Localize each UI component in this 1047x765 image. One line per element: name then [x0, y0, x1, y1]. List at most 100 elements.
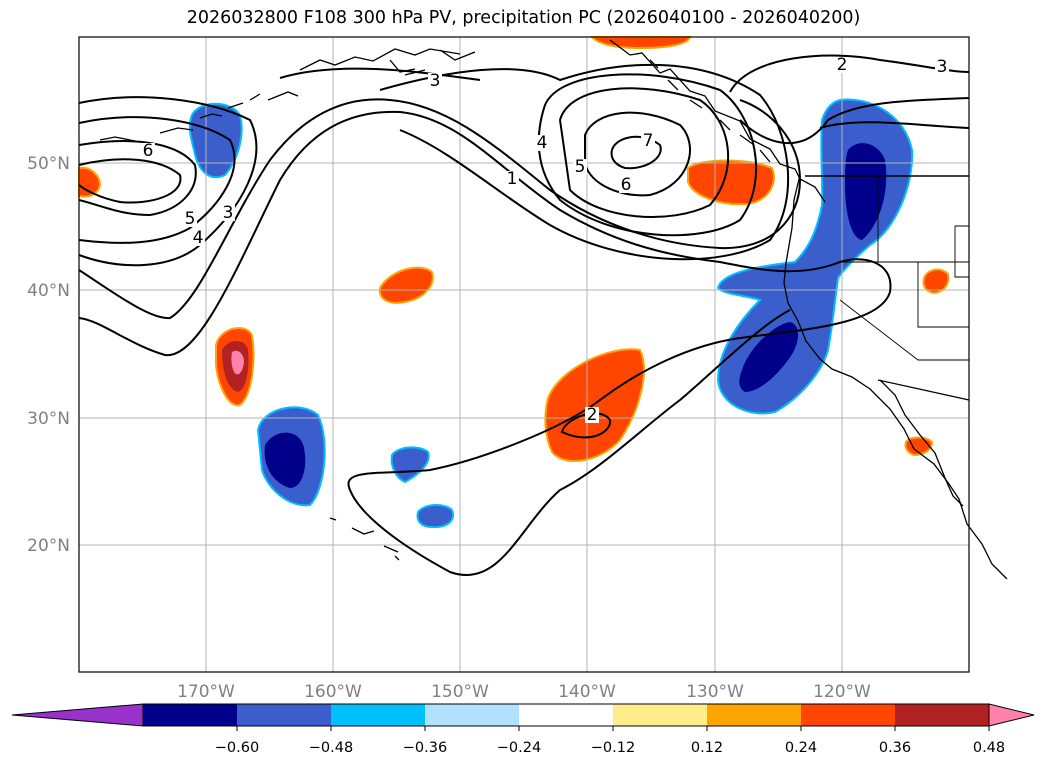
pv-label-5-central: 5	[575, 157, 586, 177]
lon-tick-label: 150°W	[431, 682, 489, 702]
colorbar-segment	[613, 704, 708, 726]
pv-label-7-center: 7	[643, 131, 654, 151]
colorbar-segment	[331, 704, 426, 726]
pv-label-3-west: 3	[223, 203, 234, 223]
colorbar-segment	[425, 704, 520, 726]
pv-contour-central-6	[584, 111, 691, 197]
colorbar-outline	[142, 703, 990, 727]
pv-contour-2-southeast	[739, 97, 970, 145]
colorbar-segment	[707, 704, 802, 726]
pv-label-bg	[183, 211, 197, 227]
pv-label-2-northeast: 2	[837, 55, 848, 75]
pv-label-4-central: 4	[537, 133, 548, 153]
precip-neg-blob-small-north	[390, 446, 430, 484]
precip-pos-blob-midpacific	[378, 266, 434, 304]
colorbar-tick-label: 0.24	[785, 740, 817, 756]
pv-contour-upper-3	[78, 140, 197, 217]
pv-label-bg	[641, 133, 655, 149]
latitude-tick-labels: 50°N 40°N 30°N 20°N	[27, 154, 70, 556]
pv-contour-3-north	[279, 67, 481, 81]
pv-label-5-west: 5	[185, 209, 196, 229]
lon-tick-label: 160°W	[304, 682, 362, 702]
pv-contour-central-3	[379, 63, 790, 261]
precip-pos-blob-140w	[544, 348, 645, 463]
pv-contours	[78, 54, 970, 576]
pv-label-bg	[505, 171, 519, 187]
colorbar-segment	[143, 704, 238, 726]
colorbar-segment	[237, 704, 332, 726]
colorbar-tick-label: −0.36	[403, 740, 447, 756]
map-gridlines	[79, 37, 969, 672]
coastline-hawaii	[329, 517, 400, 561]
coastline-alaska-south	[299, 48, 476, 76]
coastline-bc	[609, 39, 826, 203]
colorbar-extend-min	[11, 703, 144, 727]
pv-contour-1-main	[78, 110, 892, 576]
colorbar-tick-label: 0.48	[973, 740, 1005, 756]
precip-pos-max-167w	[231, 350, 244, 375]
precip-neg-core-south	[739, 322, 799, 392]
pv-contour-upper-2	[78, 116, 236, 244]
precip-neg-core-north	[845, 143, 887, 240]
border-states	[839, 176, 970, 361]
lat-tick-label: 20°N	[27, 536, 70, 556]
coastline-aleutians	[99, 91, 299, 142]
pv-contour-upper-4	[78, 158, 182, 204]
precip-neg-core-163w	[264, 432, 306, 488]
precip-pos-blob-east-small	[922, 268, 950, 295]
map-frame	[78, 36, 970, 673]
pv-label-bg	[191, 230, 205, 246]
longitude-tick-labels: 170°W 160°W 150°W 140°W 130°W 120°W	[177, 682, 871, 702]
lat-tick-label: 50°N	[27, 154, 70, 174]
pv-contour-central-4	[537, 73, 758, 237]
colorbar-tick-label: −0.12	[591, 740, 635, 756]
colorbar-extend-max	[988, 703, 1035, 727]
colorbar-segment	[801, 704, 896, 726]
colorbar-tick-label: 0.12	[691, 740, 723, 756]
coastline-us-west	[783, 174, 1008, 580]
map-title: 2026032800 F108 300 hPa PV, precipitatio…	[186, 8, 861, 28]
colorbar-tick-label: −0.24	[497, 740, 541, 756]
colorbar-tick-label: −0.60	[215, 740, 259, 756]
pv-label-bg	[835, 57, 849, 73]
pv-label-bg	[221, 205, 235, 221]
pv-contour-2-south	[560, 412, 612, 439]
pv-label-3-northeast: 3	[937, 57, 948, 77]
lon-tick-label: 170°W	[177, 682, 235, 702]
pv-contour-central-7	[610, 135, 662, 170]
coastline-baja	[879, 379, 964, 507]
precip-neg-blob-aleutian	[188, 102, 243, 179]
pv-label-6-west: 6	[143, 141, 154, 161]
colorbar-segment	[519, 704, 614, 726]
pv-label-bg	[573, 159, 587, 175]
pv-contour-central-2	[78, 98, 802, 320]
pv-label-6-central: 6	[621, 175, 632, 195]
colorbar-tick-label: 0.36	[879, 740, 911, 756]
colorbar-segment	[895, 704, 990, 726]
lat-tick-label: 40°N	[27, 281, 70, 301]
lon-tick-label: 120°W	[813, 682, 871, 702]
lat-tick-label: 30°N	[27, 409, 70, 429]
pv-label-1-central: 1	[507, 169, 518, 189]
pv-label-3-north: 3	[430, 71, 441, 91]
colorbar-tick-label: −0.48	[309, 740, 353, 756]
pv-label-bg	[619, 177, 633, 193]
pv-label-bg	[535, 135, 549, 151]
pv-label-bg	[428, 73, 442, 89]
border-us-mexico	[877, 379, 970, 401]
lon-tick-label: 130°W	[686, 682, 744, 702]
pv-label-bg	[935, 59, 949, 75]
pv-label-bg	[585, 407, 599, 423]
pv-contour-3-east	[819, 121, 970, 129]
precip-neg-blob-small-south	[416, 504, 454, 529]
lon-tick-label: 140°W	[558, 682, 616, 702]
colorbar: −0.60 −0.48 −0.36 −0.24 −0.12 0.12 0.24 0.36 0.4…	[11, 703, 1035, 756]
pv-label-4-west: 4	[193, 228, 204, 248]
pv-label-bg	[141, 143, 155, 159]
pv-contour-central-5	[558, 87, 730, 218]
pv-label-2-south: 2	[587, 405, 598, 425]
pv-contour-upper-1	[78, 96, 258, 267]
coastlines	[99, 39, 1008, 580]
